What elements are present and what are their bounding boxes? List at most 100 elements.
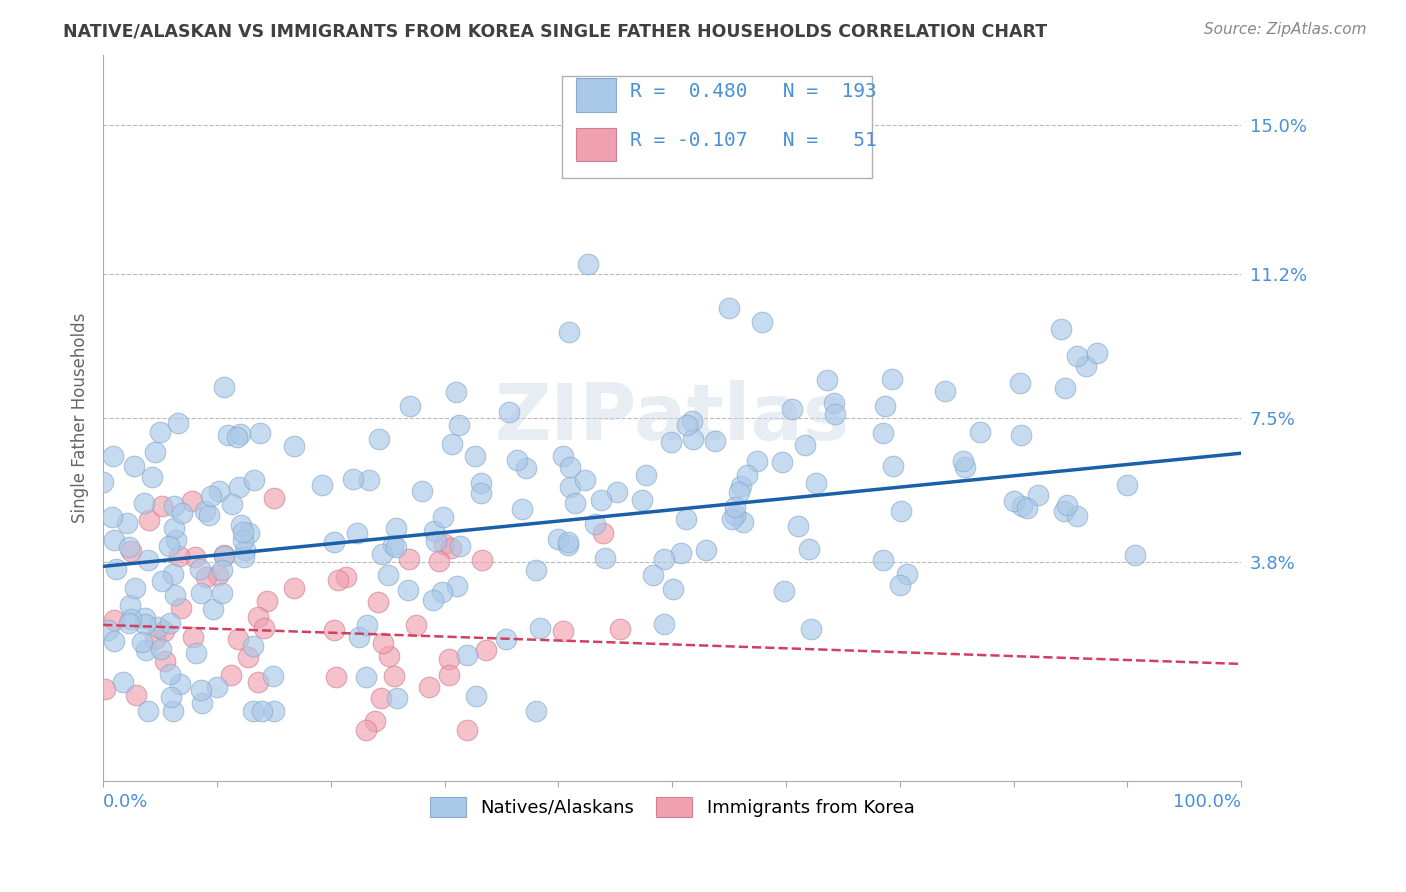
Text: Source: ZipAtlas.com: Source: ZipAtlas.com <box>1204 22 1367 37</box>
Point <box>456 723 478 738</box>
Point <box>1056 499 1078 513</box>
Point <box>211 585 233 599</box>
Point <box>385 521 408 535</box>
Point <box>354 670 377 684</box>
Text: ZIPatlas: ZIPatlas <box>495 380 849 456</box>
Point <box>824 407 846 421</box>
Point <box>226 632 249 646</box>
Point <box>823 395 845 409</box>
Point <box>167 417 190 431</box>
Point <box>423 524 446 538</box>
Point <box>347 631 370 645</box>
Point <box>263 491 285 506</box>
Point <box>385 690 408 705</box>
Point <box>470 476 492 491</box>
Point <box>323 534 346 549</box>
Point <box>1066 509 1088 524</box>
Point <box>263 704 285 718</box>
Point <box>120 543 142 558</box>
Point <box>437 667 460 681</box>
Point <box>190 682 212 697</box>
Point <box>721 512 744 526</box>
Point <box>157 539 180 553</box>
Point <box>342 472 364 486</box>
Point <box>101 509 124 524</box>
Point <box>170 600 193 615</box>
Point <box>159 615 181 630</box>
Legend: Natives/Alaskans, Immigrants from Korea: Natives/Alaskans, Immigrants from Korea <box>420 788 924 826</box>
Point <box>357 473 380 487</box>
Point <box>371 636 394 650</box>
Point <box>592 525 614 540</box>
Point <box>111 674 134 689</box>
Point <box>118 540 141 554</box>
Point <box>94 681 117 696</box>
Y-axis label: Single Father Households: Single Father Households <box>72 313 89 524</box>
Point <box>188 562 211 576</box>
Point <box>969 425 991 440</box>
Point <box>202 601 225 615</box>
Point <box>558 459 581 474</box>
Point <box>1010 376 1032 390</box>
Point <box>952 453 974 467</box>
Point <box>681 414 703 428</box>
Point <box>953 460 976 475</box>
Point <box>659 434 682 449</box>
Text: R = -0.107   N =   51: R = -0.107 N = 51 <box>630 131 876 151</box>
Point <box>382 669 405 683</box>
Point <box>524 563 547 577</box>
Point <box>163 500 186 514</box>
Point <box>1123 548 1146 562</box>
Point <box>141 469 163 483</box>
Text: NATIVE/ALASKAN VS IMMIGRANTS FROM KOREA SINGLE FATHER HOUSEHOLDS CORRELATION CHA: NATIVE/ALASKAN VS IMMIGRANTS FROM KOREA … <box>63 22 1047 40</box>
Point <box>200 489 222 503</box>
Point <box>606 485 628 500</box>
Point <box>214 549 236 563</box>
Point <box>557 538 579 552</box>
Point <box>354 723 377 738</box>
Point <box>246 675 269 690</box>
Point <box>160 690 183 704</box>
Point <box>371 548 394 562</box>
Point <box>772 584 794 599</box>
Point <box>427 554 450 568</box>
Point <box>1066 349 1088 363</box>
Point <box>1074 359 1097 373</box>
Point <box>1026 487 1049 501</box>
Point <box>780 401 803 416</box>
Point <box>1053 504 1076 518</box>
Point <box>751 315 773 329</box>
Point <box>703 434 725 449</box>
Point <box>131 634 153 648</box>
Point <box>724 508 747 523</box>
Point <box>242 639 264 653</box>
Point <box>163 588 186 602</box>
Point <box>153 654 176 668</box>
Point <box>153 624 176 638</box>
Point <box>682 432 704 446</box>
Point <box>574 473 596 487</box>
Point <box>464 449 486 463</box>
Point <box>221 498 243 512</box>
Point <box>652 616 675 631</box>
Point <box>212 549 235 564</box>
Point <box>252 704 274 718</box>
Point <box>793 437 815 451</box>
Point <box>190 586 212 600</box>
Point <box>770 455 793 469</box>
Point <box>495 632 517 646</box>
Text: 100.0%: 100.0% <box>1173 793 1241 811</box>
Point <box>217 428 239 442</box>
Point <box>872 425 894 440</box>
Point <box>162 567 184 582</box>
Point <box>882 459 904 474</box>
Point <box>219 668 242 682</box>
Point <box>737 467 759 482</box>
Point <box>444 384 467 399</box>
Point <box>181 630 204 644</box>
Point <box>873 399 896 413</box>
Point <box>727 485 749 500</box>
Point <box>564 496 586 510</box>
Point <box>150 499 173 513</box>
Point <box>800 622 823 636</box>
